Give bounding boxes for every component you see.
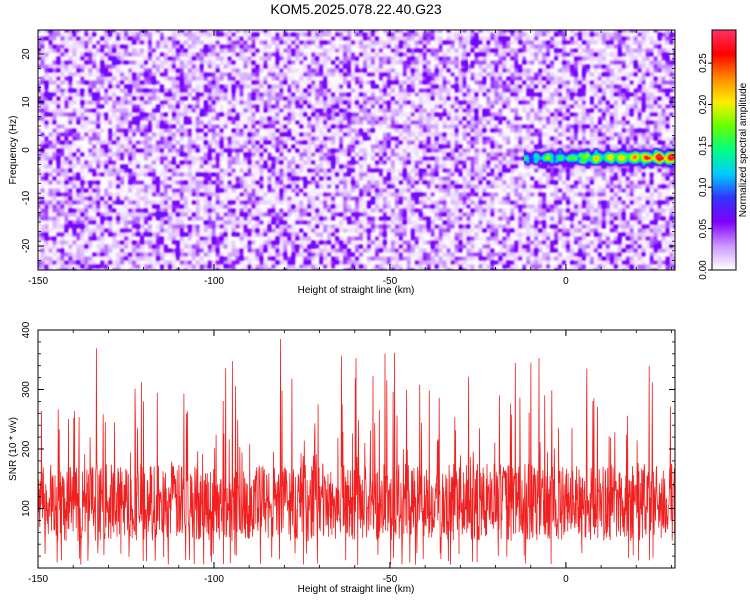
heatmap-image — [38, 30, 675, 270]
snr-y-ticks: 100 200 300 400 — [21, 321, 675, 569]
snr-y-tick-label: 300 — [21, 381, 32, 398]
heatmap-y-tick-label: 0 — [21, 147, 32, 153]
heatmap-x-tick-label: 0 — [563, 276, 569, 287]
heatmap-y-tick-label: 10 — [21, 96, 32, 108]
heatmap-y-tick-label: -10 — [21, 190, 32, 205]
colorbar-ticks: 0.00 0.05 0.10 0.15 0.20 0.25 — [698, 53, 712, 280]
heatmap-x-tick-label: -50 — [383, 276, 398, 287]
snr-x-tick-label: 0 — [563, 574, 569, 585]
colorbar-gradient — [711, 29, 737, 271]
colorbar-tick-label: 0.00 — [698, 260, 709, 280]
snr-panel: -150 -100 -50 0 100 200 300 400 Height of stra… — [8, 321, 676, 595]
snr-y-tick-label: 100 — [21, 500, 32, 517]
heatmap-y-tick-label: 20 — [21, 48, 32, 60]
heatmap-y-tick-label: -20 — [21, 238, 32, 253]
heatmap-x-tick-label: -150 — [28, 276, 48, 287]
snr-series-line — [37, 339, 676, 566]
snr-x-axis-label: Height of straight line (km) — [298, 584, 415, 595]
snr-x-tick-label: -150 — [28, 574, 48, 585]
snr-y-tick-label: 200 — [21, 440, 32, 457]
snr-y-tick-label: 400 — [21, 321, 32, 338]
heatmap-y-axis-label: Frequency (Hz) — [8, 116, 19, 185]
colorbar-tick-label: 0.25 — [698, 53, 709, 73]
colorbar-tick-label: 0.15 — [698, 136, 709, 156]
colorbar-tick-label: 0.20 — [698, 94, 709, 114]
chart-title: KOM5.2025.078.22.40.G23 — [270, 1, 441, 17]
snr-x-ticks: -150 -100 -50 0 — [28, 330, 672, 585]
heatmap-x-tick-label: -100 — [204, 276, 224, 287]
colorbar-tick-label: 0.05 — [698, 218, 709, 238]
heatmap-image-holder — [38, 30, 675, 270]
snr-x-tick-label: -100 — [204, 574, 224, 585]
snr-y-axis-label: SNR (10 * v/v) — [8, 417, 19, 481]
colorbar-tick-label: 0.10 — [698, 177, 709, 197]
snr-x-tick-label: -50 — [383, 574, 398, 585]
colorbar: 0.00 0.05 0.10 0.15 0.20 0.25 Normalized spec… — [698, 29, 749, 280]
heatmap-x-axis-label: Height of straight line (km) — [298, 285, 415, 296]
colorbar-label: Normalized spectral amplitude — [738, 82, 749, 217]
heatmap-y-ticks: -20 -10 0 10 20 — [21, 29, 675, 271]
heatmap-x-ticks: -150 -100 -50 0 — [28, 30, 672, 287]
